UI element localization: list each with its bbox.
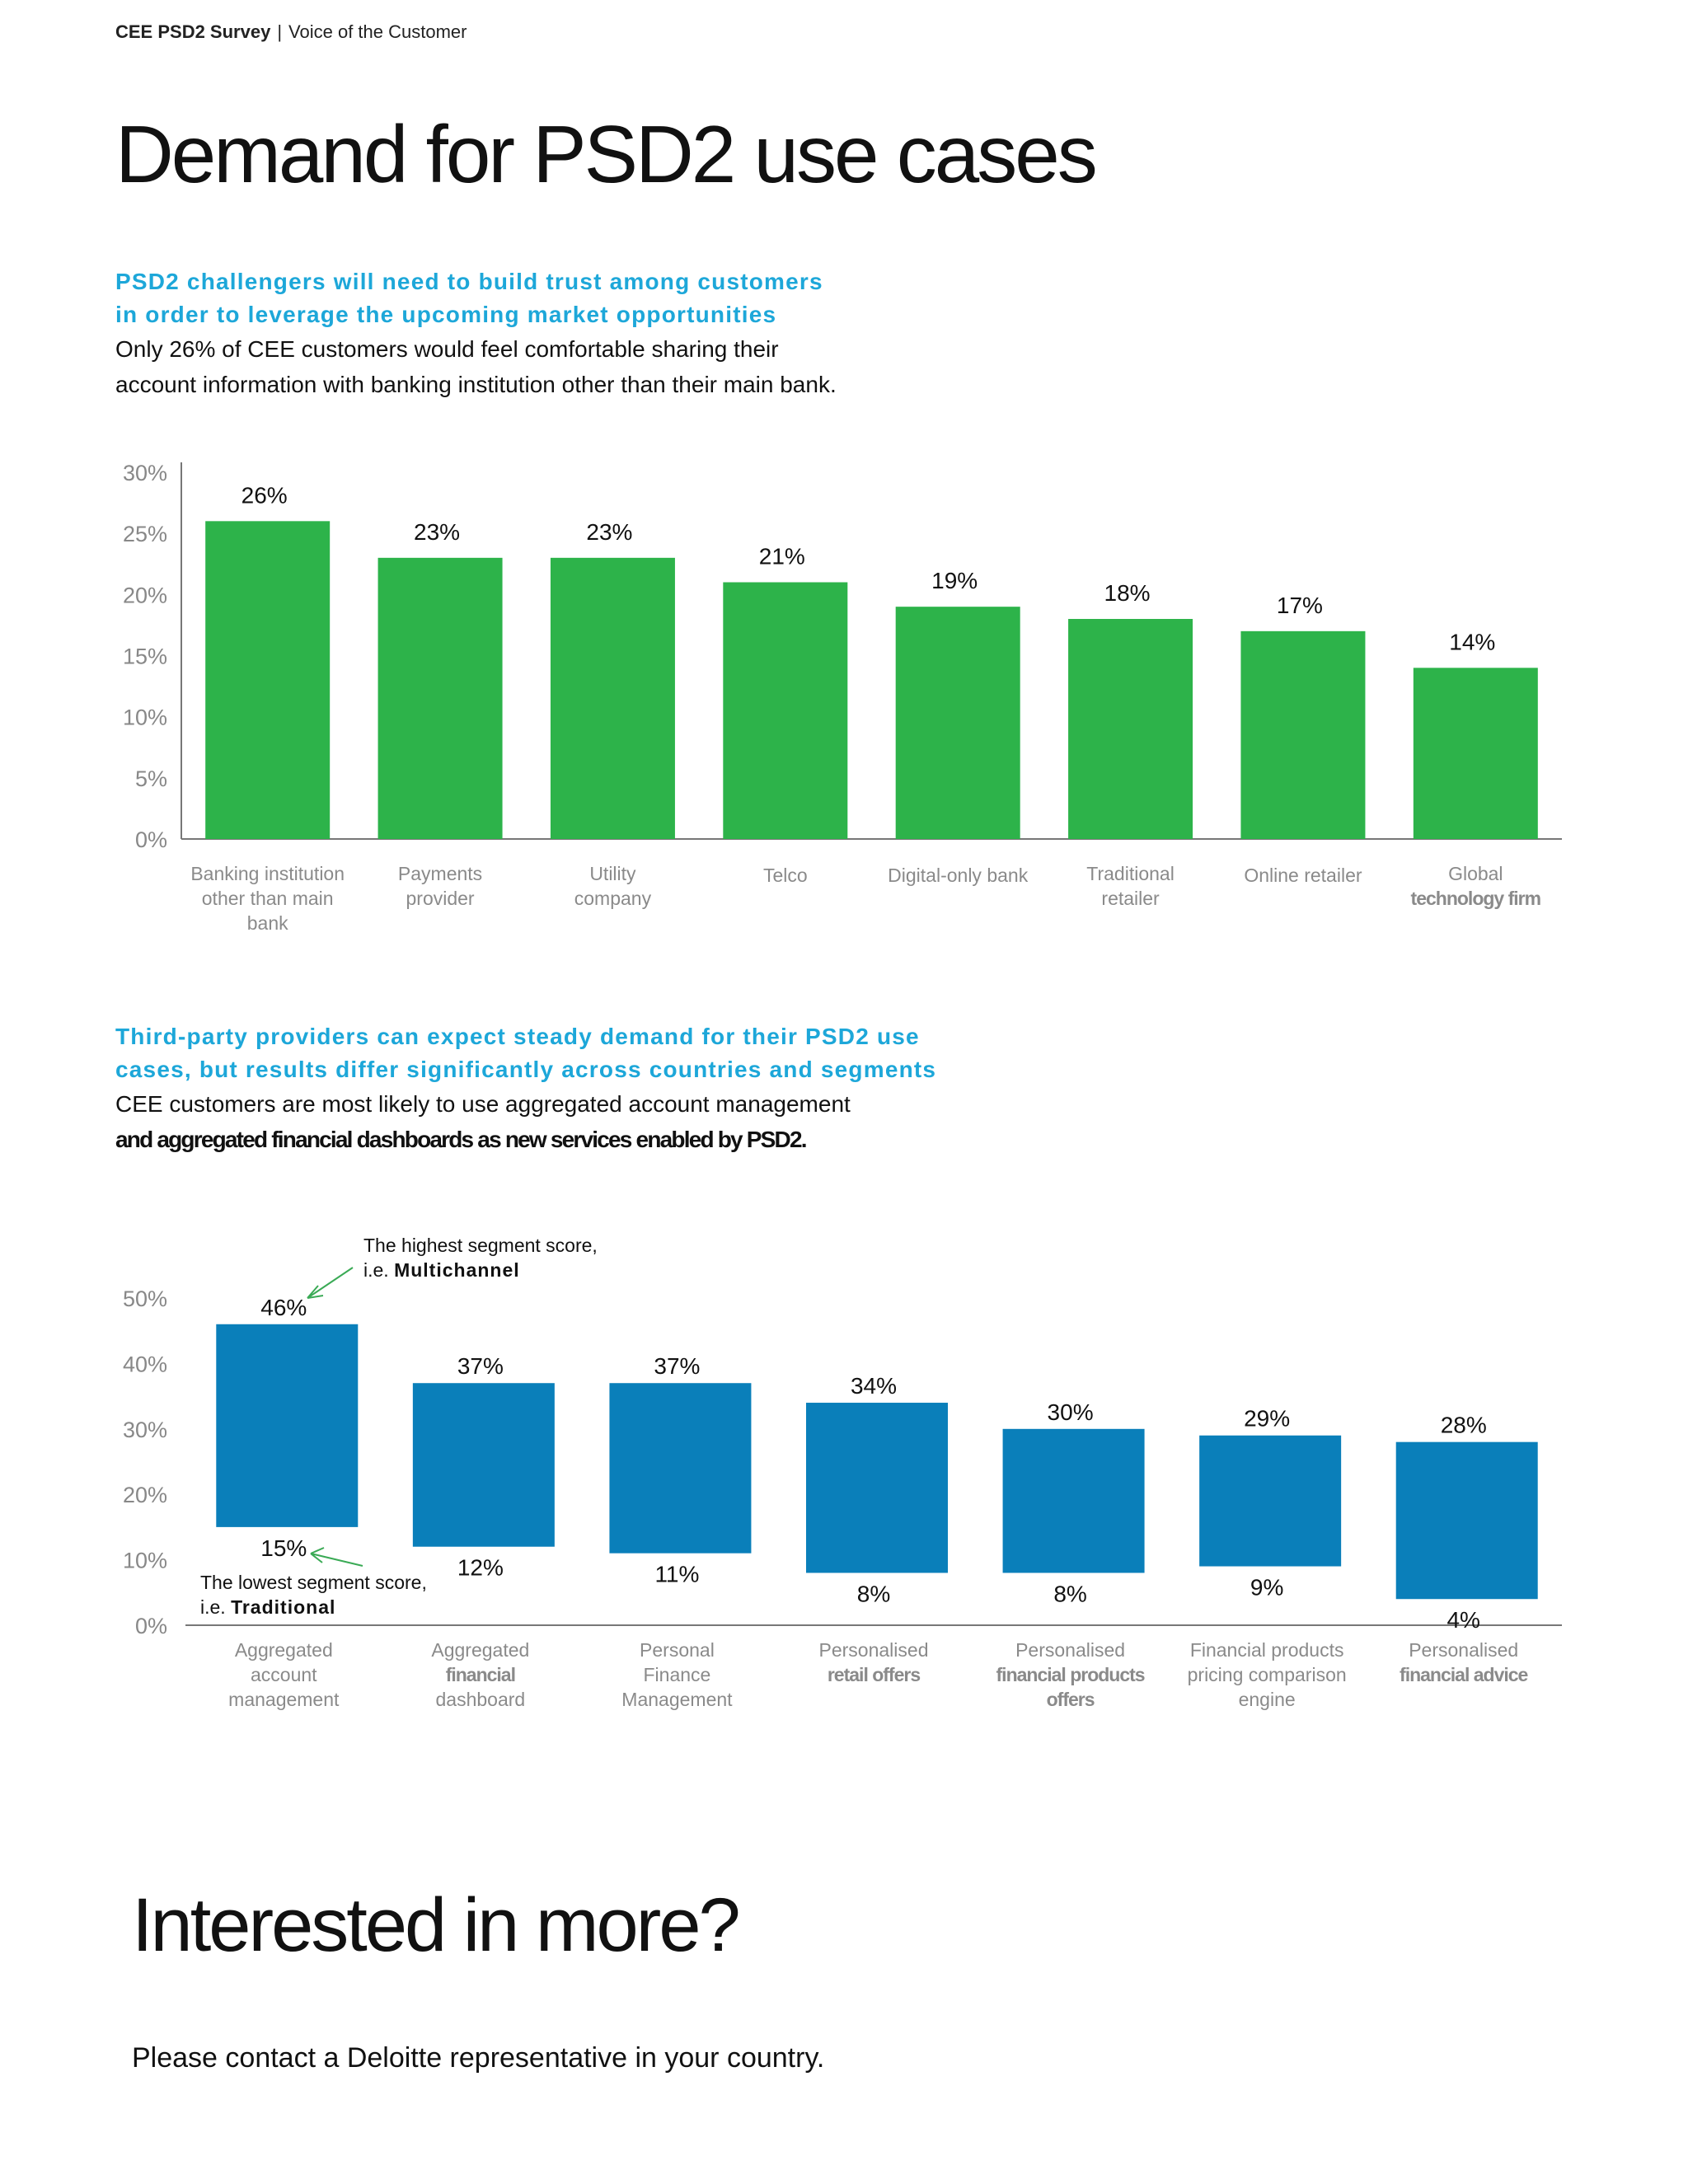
y-tick-label: 5%: [135, 766, 167, 791]
section1-heading-line: PSD2 challengers will need to build trus…: [115, 269, 823, 294]
category-label: Aggregated financial dashboard: [431, 1639, 529, 1710]
category-label: Personal Finance Management: [621, 1639, 733, 1710]
section1-heading: PSD2 challengers will need to build trus…: [115, 265, 1022, 331]
high-label: 30%: [1048, 1399, 1094, 1425]
header-separator: |: [277, 21, 283, 42]
data-label: 19%: [931, 568, 978, 593]
category-label: Personalised financial advice: [1400, 1639, 1528, 1685]
range-bar: [1002, 1428, 1145, 1573]
data-label: 26%: [241, 482, 288, 508]
high-label: 29%: [1244, 1406, 1290, 1432]
category-label: Utility company: [574, 863, 652, 909]
chart-use-case-demand: 0% 10% 20% 30% 40% 50% 46% 15% Aggregated account…: [123, 1235, 1562, 1710]
page-header: CEE PSD2 Survey | Voice of the Customer: [115, 21, 467, 43]
category-label: Payments provider: [398, 863, 482, 909]
data-label: 18%: [1104, 580, 1151, 606]
bar: [1240, 630, 1366, 839]
y-tick-label: 20%: [123, 1483, 167, 1507]
section1-body-line: account information with banking institu…: [115, 372, 837, 397]
section2-body-line: CEE customers are most likely to use agg…: [115, 1091, 851, 1117]
low-label: 4%: [1447, 1607, 1479, 1633]
category-label: Global technology firm: [1411, 863, 1541, 909]
y-tick-label: 30%: [123, 461, 167, 485]
high-label: 28%: [1441, 1413, 1487, 1438]
range-bar: [1395, 1441, 1538, 1600]
category-label: Financial products pricing comparison engi…: [1188, 1639, 1347, 1710]
category-label: Telco: [763, 865, 808, 886]
high-label: 37%: [654, 1353, 700, 1379]
section2-intro: Third-party providers can expect steady …: [115, 1020, 1022, 1157]
range-bar: [806, 1403, 948, 1573]
section2-heading-line: Third-party providers can expect steady …: [115, 1024, 920, 1049]
low-label: 11%: [654, 1562, 699, 1587]
bar: [1413, 668, 1538, 839]
bar: [550, 557, 675, 839]
bar: [895, 607, 1020, 839]
survey-name: CEE PSD2 Survey: [115, 21, 271, 42]
high-label: 34%: [851, 1373, 897, 1399]
bar: [205, 521, 331, 839]
cta-text: Please contact a Deloitte representative…: [132, 2042, 825, 2074]
annotation-high: The highest segment score, i.e. Multichan…: [363, 1235, 598, 1281]
range-bar: [216, 1324, 359, 1527]
low-label: 12%: [457, 1555, 504, 1581]
category-label: Banking institution other than main bank: [190, 863, 345, 934]
y-tick-label: 30%: [123, 1418, 167, 1442]
section2-heading: Third-party providers can expect steady …: [115, 1020, 1022, 1086]
low-label: 8%: [857, 1581, 890, 1606]
arrow-low-icon: [310, 1547, 363, 1567]
low-label: 9%: [1250, 1575, 1283, 1601]
data-label: 21%: [759, 544, 805, 569]
data-label: 17%: [1277, 593, 1323, 618]
data-label: 14%: [1449, 629, 1495, 654]
y-tick-label: 15%: [123, 644, 167, 669]
range-bar: [609, 1383, 752, 1554]
bar: [723, 582, 848, 839]
category-label: Traditional retailer: [1086, 863, 1175, 909]
section2-body-line: and aggregated financial dashboards as n…: [115, 1127, 808, 1152]
y-tick-label: 50%: [123, 1286, 167, 1311]
section2-heading-line: cases, but results differ significantly …: [115, 1057, 937, 1082]
y-tick-label: 25%: [123, 522, 167, 546]
section1-body-line: Only 26% of CEE customers would feel com…: [115, 336, 779, 362]
range-bar: [412, 1383, 555, 1547]
chart-trust-institutions: 0% 5% 10% 15% 20% 25% 30% 26% Banking institutio…: [123, 461, 1562, 934]
category-label: Digital-only bank: [888, 865, 1029, 886]
y-tick-label: 20%: [123, 583, 167, 607]
category-label: Aggregated account management: [228, 1639, 340, 1710]
section1-intro: PSD2 challengers will need to build trus…: [115, 265, 1022, 402]
data-label: 23%: [586, 519, 632, 545]
cta-title: Interested in more?: [132, 1883, 741, 1967]
low-label: 8%: [1053, 1581, 1086, 1606]
section1-body: Only 26% of CEE customers would feel com…: [115, 331, 1022, 402]
y-tick-label: 10%: [123, 1549, 167, 1573]
range-bar: [1199, 1435, 1342, 1567]
annotation-low: The lowest segment score, i.e. Traditiona…: [200, 1572, 427, 1618]
section1-heading-line: in order to leverage the upcoming market…: [115, 302, 777, 327]
bar: [377, 557, 503, 839]
low-label: 15%: [260, 1535, 307, 1561]
category-label: Personalised financial products offers: [996, 1639, 1145, 1710]
y-tick-label: 0%: [135, 1614, 167, 1638]
arrow-high-icon: [307, 1267, 354, 1299]
y-tick-label: 10%: [123, 705, 167, 730]
high-label: 46%: [260, 1295, 307, 1320]
data-label: 23%: [414, 519, 460, 545]
y-tick-label: 0%: [135, 827, 167, 852]
category-label: Online retailer: [1244, 865, 1362, 886]
page-title: Demand for PSD2 use cases: [115, 109, 1098, 199]
category-label: Personalised retail offers: [819, 1639, 929, 1685]
y-tick-label: 40%: [123, 1352, 167, 1376]
bar: [1068, 619, 1193, 839]
high-label: 37%: [457, 1353, 504, 1379]
header-section: Voice of the Customer: [288, 21, 467, 42]
section2-body: CEE customers are most likely to use agg…: [115, 1086, 1022, 1157]
